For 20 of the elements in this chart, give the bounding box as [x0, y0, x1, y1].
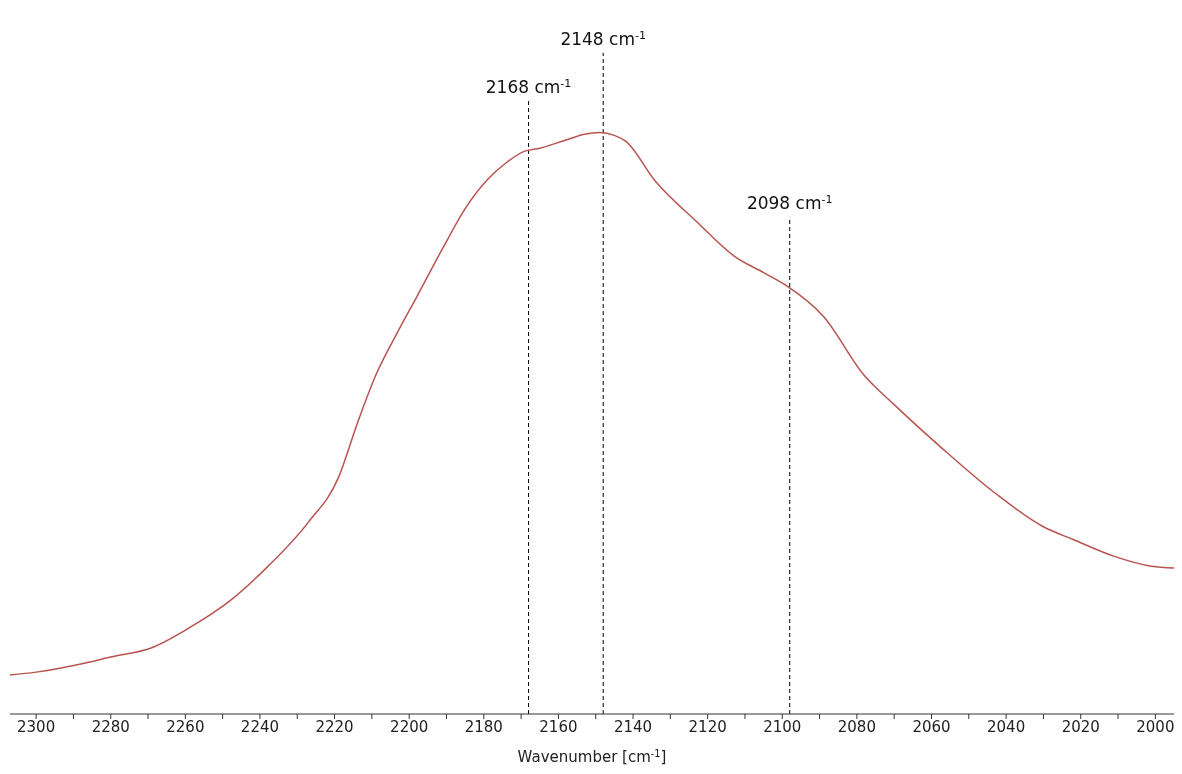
- ref-line-label: 2168 cm$^{-1}$: [485, 76, 572, 98]
- ref-line-label: 2098 cm$^{-1}$: [746, 192, 833, 213]
- x-tick-label: 2160: [539, 717, 578, 736]
- x-tick-label: 2020: [1061, 717, 1100, 736]
- x-tick-label: 2280: [91, 717, 130, 736]
- x-tick-label: 2060: [912, 717, 951, 736]
- x-tick-label: 2200: [390, 717, 429, 736]
- x-tick-label: 2000: [1136, 717, 1175, 736]
- x-tick-label: 2040: [987, 717, 1026, 736]
- x-tick-label: 2120: [688, 717, 727, 736]
- x-tick-label: 2220: [315, 717, 354, 736]
- ref-line-label: 2148 cm$^{-1}$: [560, 28, 646, 49]
- x-tick-label: 2180: [464, 717, 503, 736]
- x-tick-label: 2260: [166, 717, 205, 736]
- x-tick-label: 2100: [763, 717, 802, 736]
- x-axis-title: Wavenumber [cm$^{-1}$]: [517, 747, 667, 766]
- x-tick-label: 2300: [17, 717, 56, 736]
- x-tick-label: 2140: [613, 717, 653, 736]
- x-tick-label: 2240: [240, 717, 280, 736]
- x-tick-label: 2080: [837, 717, 876, 736]
